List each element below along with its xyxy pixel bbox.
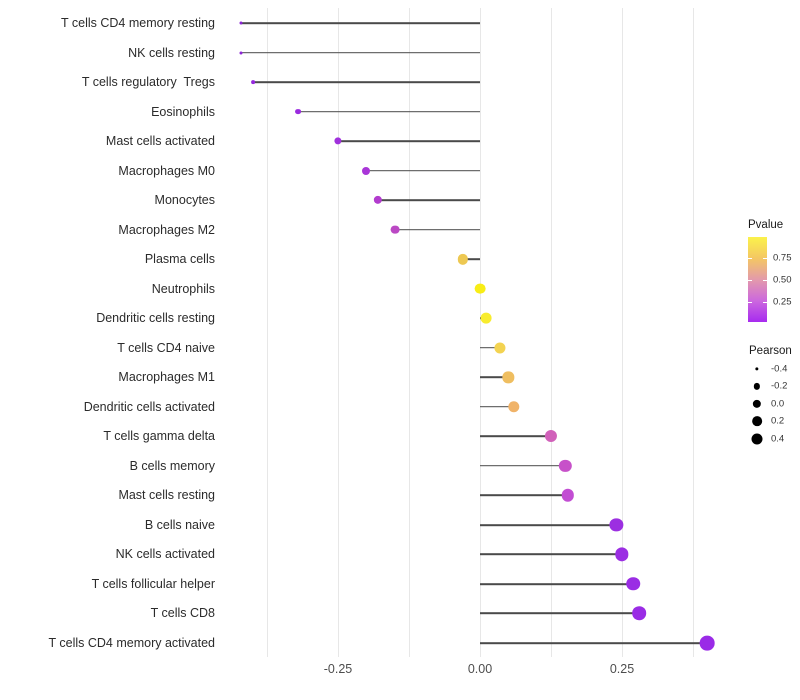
pvalue-tick-label: 0.25	[773, 296, 792, 308]
lollipop-dot	[239, 21, 243, 25]
x-axis-tick-label: 0.00	[467, 662, 493, 676]
lollipop-dot	[362, 166, 371, 175]
x-axis-tick-label: 0.25	[609, 662, 635, 676]
pvalue-tick-mark	[763, 301, 767, 303]
pvalue-colorbar	[748, 237, 767, 322]
category-label: T cells regulatory Tregs	[81, 75, 215, 90]
lollipop-dot	[626, 577, 641, 591]
gridline	[692, 8, 694, 657]
lollipop-stem	[298, 110, 480, 113]
category-label: T cells CD4 memory resting	[61, 16, 215, 30]
lollipop-dot	[295, 108, 302, 115]
lollipop-dot	[494, 342, 506, 354]
lollipop-dot	[480, 312, 492, 324]
category-label: T cells CD8	[150, 606, 215, 621]
lollipop-dot	[561, 489, 575, 502]
gridline	[266, 8, 268, 657]
category-label: Plasma cells	[144, 252, 215, 267]
category-label: NK cells activated	[115, 547, 215, 562]
lollipop-dot	[544, 430, 558, 443]
lollipop-dot	[508, 401, 520, 413]
category-label: Macrophages M1	[118, 370, 215, 385]
gridline	[550, 8, 552, 657]
pearson-legend-label: 0.4	[771, 433, 785, 445]
lollipop-stem	[377, 199, 480, 201]
category-label: Eosinophils	[151, 104, 215, 119]
category-label: B cells naive	[144, 517, 215, 532]
lollipop-stem	[480, 642, 708, 644]
lollipop-dot	[474, 283, 486, 295]
lollipop-stem	[480, 465, 566, 467]
pearson-legend-label: 0.2	[771, 415, 785, 427]
lollipop-stem	[480, 524, 617, 526]
pearson-legend-label: -0.4	[771, 363, 788, 375]
pvalue-tick-label: 0.50	[773, 274, 792, 286]
lollipop-dot	[615, 547, 629, 562]
lollipop-stem	[252, 81, 480, 83]
lollipop-stem	[480, 406, 515, 408]
category-label: T cells follicular helper	[91, 576, 215, 591]
gridline	[621, 8, 623, 657]
lollipop-stem	[480, 612, 640, 615]
gridline	[337, 8, 339, 657]
pvalue-tick-mark	[748, 258, 752, 260]
lollipop-dot	[250, 80, 255, 84]
pvalue-legend-title: Pvalue	[748, 219, 784, 231]
pearson-legend-dot	[751, 433, 763, 445]
lollipop-stem	[480, 376, 509, 379]
lollipop-stem	[241, 22, 480, 24]
lollipop-dot	[559, 459, 572, 473]
pearson-legend-dot	[752, 399, 762, 408]
pvalue-tick-mark	[748, 279, 752, 281]
category-label: NK cells resting	[128, 45, 215, 60]
category-label: Dendritic cells activated	[83, 399, 215, 414]
lollipop-dot	[632, 606, 646, 621]
lollipop-dot	[457, 254, 469, 265]
pearson-legend-dot	[752, 416, 762, 427]
lollipop-dot	[334, 137, 342, 145]
pvalue-tick-mark	[748, 301, 752, 303]
category-label: T cells gamma delta	[103, 429, 215, 444]
lollipop-dot	[502, 371, 515, 383]
lollipop-dot	[609, 518, 623, 532]
gridline	[408, 8, 410, 657]
pvalue-tick-label: 0.75	[773, 252, 792, 264]
category-label: Neutrophils	[151, 281, 215, 296]
pvalue-tick-mark	[763, 279, 767, 281]
lollipop-stem	[338, 140, 480, 142]
pearson-legend-title: Pearson	[749, 345, 792, 357]
category-label: Mast cells resting	[118, 488, 215, 503]
pearson-legend-dot	[755, 367, 759, 371]
lollipop-dot	[373, 195, 382, 205]
pearson-legend-label: -0.2	[771, 380, 788, 392]
category-label: B cells memory	[129, 458, 215, 473]
lollipop-stem	[480, 346, 500, 349]
category-label: Dendritic cells resting	[96, 311, 215, 326]
category-label: Macrophages M2	[118, 222, 215, 237]
category-label: Macrophages M0	[118, 163, 215, 178]
lollipop-stem	[394, 228, 480, 231]
x-axis-tick-label: -0.25	[323, 662, 353, 676]
lollipop-dot	[699, 635, 715, 651]
lollipop-dot	[239, 51, 243, 55]
category-label: T cells CD4 naive	[117, 340, 215, 355]
lollipop-stem	[480, 435, 551, 438]
lollipop-dot	[390, 225, 400, 235]
pearson-legend-label: 0.0	[771, 398, 785, 410]
gridline	[479, 8, 481, 657]
pearson-legend-dot	[753, 383, 761, 390]
lollipop-stem	[462, 258, 480, 260]
lollipop-stem	[480, 583, 634, 585]
lollipop-stem	[480, 494, 569, 497]
lollipop-stem	[480, 553, 622, 556]
pvalue-tick-mark	[763, 258, 767, 260]
category-label: Monocytes	[154, 193, 215, 208]
category-label: T cells CD4 memory activated	[48, 636, 216, 650]
lollipop-stem	[366, 169, 480, 172]
category-label: Mast cells activated	[105, 134, 215, 149]
lollipop-stem	[241, 51, 480, 54]
